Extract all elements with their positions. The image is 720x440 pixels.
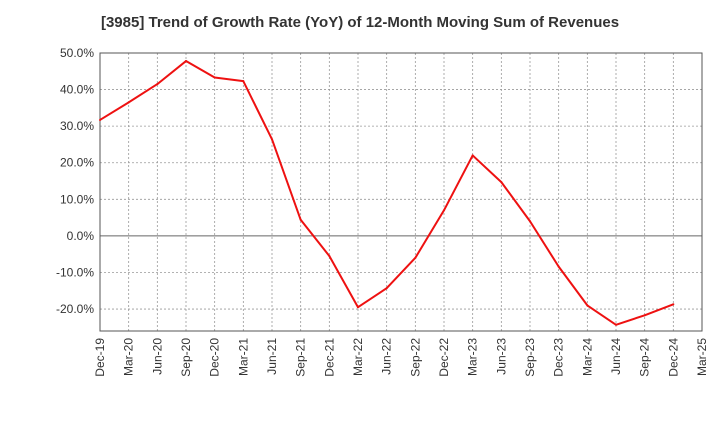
y-tick-label: 40.0% — [60, 83, 94, 97]
data-point — [99, 118, 101, 121]
y-tick-label: -20.0% — [56, 302, 94, 316]
y-tick-label: 30.0% — [60, 119, 94, 133]
x-tick-label: Mar-24 — [580, 338, 594, 376]
x-tick-label: Sep-22 — [408, 338, 422, 377]
x-tick-label: Mar-21 — [236, 338, 250, 376]
x-tick-label: Jun-21 — [265, 338, 279, 375]
data-point — [471, 154, 474, 157]
y-tick-label: 10.0% — [60, 192, 94, 206]
x-tick-label: Sep-24 — [638, 338, 652, 377]
data-point — [529, 220, 531, 223]
x-tick-label: Mar-23 — [466, 338, 480, 376]
axis-layer — [99, 52, 703, 332]
data-point — [357, 306, 359, 309]
x-tick-label: Dec-22 — [437, 338, 451, 377]
data-point — [443, 209, 445, 212]
data-point — [643, 314, 646, 317]
x-tick-label: Dec-24 — [666, 338, 680, 377]
x-tick-label: Jun-22 — [380, 338, 394, 375]
data-point — [156, 83, 159, 86]
x-tick-label: Dec-23 — [552, 338, 566, 377]
data-point — [213, 76, 216, 79]
data-point — [615, 323, 617, 326]
x-tick-label: Sep-20 — [179, 338, 193, 377]
x-tick-label: Mar-20 — [122, 338, 136, 376]
data-point — [557, 265, 560, 268]
data-point — [271, 138, 273, 141]
data-point — [242, 80, 245, 83]
y-tick-label: -10.0% — [56, 265, 94, 279]
data-point — [127, 101, 130, 104]
data-point — [185, 60, 187, 63]
data-point — [414, 256, 417, 259]
data-point — [672, 303, 675, 306]
grid-layer — [100, 52, 702, 331]
y-tick-label: 50.0% — [60, 46, 94, 60]
data-point — [586, 304, 589, 307]
x-tick-label: Dec-19 — [93, 338, 107, 377]
data-point — [385, 287, 388, 290]
x-tick-label: Dec-20 — [208, 338, 222, 377]
chart-title: [3985] Trend of Growth Rate (YoY) of 12-… — [100, 14, 620, 31]
x-tick-label: Jun-23 — [494, 338, 508, 375]
x-tick-label: Jun-20 — [150, 338, 164, 375]
data-point — [328, 255, 331, 258]
y-tick-labels: 50.0% 40.0% 30.0% 20.0% 10.0% 0.0% -10.0% -20.0… — [56, 46, 94, 316]
x-tick-labels: Dec-19 Mar-20 Jun-20 Sep-20 Dec-20 Mar-21 Jun-… — [93, 338, 709, 377]
y-tick-label: 0.0% — [67, 229, 95, 243]
x-tick-label: Jun-24 — [609, 338, 623, 375]
plot-frame — [99, 52, 703, 332]
x-tick-label: Sep-23 — [523, 338, 537, 377]
x-tick-label: Sep-21 — [294, 338, 308, 377]
data-point — [500, 181, 503, 184]
x-tick-label: Mar-25 — [695, 338, 709, 376]
x-tick-label: Mar-22 — [351, 338, 365, 376]
series-layer — [99, 60, 675, 326]
x-tick-label: Dec-21 — [322, 338, 336, 377]
data-point — [299, 218, 302, 221]
y-tick-label: 20.0% — [60, 156, 94, 170]
